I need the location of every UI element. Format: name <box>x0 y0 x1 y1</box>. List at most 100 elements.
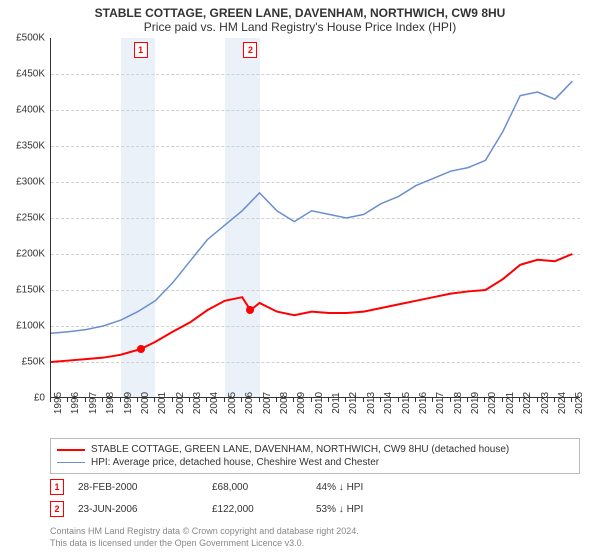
x-tick <box>276 398 277 402</box>
x-tick-label: 2003 <box>192 392 203 414</box>
y-tick-label: £250K <box>0 213 45 224</box>
sale-legend-row-1: 1 28-FEB-2000 £68,000 44% ↓ HPI <box>50 478 600 496</box>
x-tick <box>328 398 329 402</box>
x-tick <box>467 398 468 402</box>
x-tick <box>519 398 520 402</box>
series-hpi <box>51 81 572 333</box>
x-tick-label: 2023 <box>540 392 551 414</box>
chart-subtitle: Price paid vs. HM Land Registry's House … <box>0 20 600 38</box>
legend-swatch <box>57 462 85 463</box>
x-tick <box>484 398 485 402</box>
series-price_paid <box>51 254 572 362</box>
y-tick-label: £200K <box>0 249 45 260</box>
legend-label: STABLE COTTAGE, GREEN LANE, DAVENHAM, NO… <box>91 444 509 455</box>
legend-swatch <box>57 449 85 451</box>
x-tick <box>120 398 121 402</box>
legend-box: STABLE COTTAGE, GREEN LANE, DAVENHAM, NO… <box>50 438 580 474</box>
x-tick <box>432 398 433 402</box>
x-tick <box>189 398 190 402</box>
sale-price: £122,000 <box>212 504 302 515</box>
sale-legend-num: 1 <box>50 479 64 495</box>
sale-marker-1: 1 <box>134 42 148 58</box>
x-tick-label: 2010 <box>314 392 325 414</box>
x-tick-label: 2020 <box>487 392 498 414</box>
x-tick <box>241 398 242 402</box>
x-tick-label: 2001 <box>157 392 168 414</box>
x-tick-label: 2005 <box>227 392 238 414</box>
x-tick-label: 1997 <box>88 392 99 414</box>
sale-legend-row-2: 223-JUN-2006£122,00053% ↓ HPI <box>50 500 600 518</box>
y-tick-label: £150K <box>0 285 45 296</box>
x-tick <box>380 398 381 402</box>
x-tick-label: 2004 <box>209 392 220 414</box>
y-tick-label: £500K <box>0 33 45 44</box>
legend-row-price_paid: STABLE COTTAGE, GREEN LANE, DAVENHAM, NO… <box>57 443 573 456</box>
x-tick <box>67 398 68 402</box>
y-tick-label: £450K <box>0 69 45 80</box>
x-tick-label: 2007 <box>262 392 273 414</box>
x-tick-label: 2024 <box>557 392 568 414</box>
x-tick-label: 2022 <box>522 392 533 414</box>
x-tick <box>206 398 207 402</box>
sale-point-2 <box>246 306 254 314</box>
sale-price: £68,000 <box>212 482 302 493</box>
x-tick-label: 2013 <box>366 392 377 414</box>
footer-line-1: Contains HM Land Registry data © Crown c… <box>50 526 580 538</box>
x-tick-label: 2009 <box>296 392 307 414</box>
x-tick <box>554 398 555 402</box>
y-tick-label: £300K <box>0 177 45 188</box>
sale-pct: 53% ↓ HPI <box>316 504 363 515</box>
x-tick <box>571 398 572 402</box>
x-tick-label: 2008 <box>279 392 290 414</box>
x-tick <box>172 398 173 402</box>
x-tick-label: 2019 <box>470 392 481 414</box>
x-tick-label: 2006 <box>244 392 255 414</box>
x-tick-label: 1999 <box>123 392 134 414</box>
x-tick <box>450 398 451 402</box>
x-tick-label: 2017 <box>435 392 446 414</box>
footer-attribution: Contains HM Land Registry data © Crown c… <box>50 526 580 549</box>
y-tick-label: £350K <box>0 141 45 152</box>
x-tick <box>137 398 138 402</box>
chart-container: STABLE COTTAGE, GREEN LANE, DAVENHAM, NO… <box>0 0 600 560</box>
legend-row-hpi: HPI: Average price, detached house, Ches… <box>57 456 573 469</box>
x-tick <box>398 398 399 402</box>
plot-surface: 12 <box>50 38 580 398</box>
x-tick <box>363 398 364 402</box>
x-tick-label: 2018 <box>453 392 464 414</box>
x-tick <box>154 398 155 402</box>
x-tick-label: 1995 <box>53 392 64 414</box>
x-tick-label: 2015 <box>401 392 412 414</box>
y-tick-label: £0 <box>0 393 45 404</box>
x-tick-label: 2014 <box>383 392 394 414</box>
x-tick-label: 2011 <box>331 392 342 414</box>
x-tick <box>102 398 103 402</box>
x-tick <box>85 398 86 402</box>
x-tick-label: 2002 <box>175 392 186 414</box>
y-tick-label: £100K <box>0 321 45 332</box>
y-tick-label: £50K <box>0 357 45 368</box>
sale-legend-num: 2 <box>50 501 64 517</box>
x-tick-label: 1998 <box>105 392 116 414</box>
sale-date: 28-FEB-2000 <box>78 482 198 493</box>
line-layer <box>51 38 581 398</box>
x-tick <box>415 398 416 402</box>
x-tick <box>224 398 225 402</box>
x-tick <box>293 398 294 402</box>
x-tick-label: 2025 <box>574 392 585 414</box>
x-tick <box>502 398 503 402</box>
x-tick <box>50 398 51 402</box>
chart-title: STABLE COTTAGE, GREEN LANE, DAVENHAM, NO… <box>0 0 600 20</box>
x-tick-label: 2016 <box>418 392 429 414</box>
x-tick-label: 1996 <box>70 392 81 414</box>
plot-area: 12 £0£50K£100K£150K£200K£250K£300K£350K£… <box>50 38 580 398</box>
x-tick <box>537 398 538 402</box>
sale-pct: 44% ↓ HPI <box>316 482 363 493</box>
x-tick <box>345 398 346 402</box>
x-tick-label: 2012 <box>348 392 359 414</box>
x-tick <box>259 398 260 402</box>
legend-label: HPI: Average price, detached house, Ches… <box>91 457 379 468</box>
x-tick <box>311 398 312 402</box>
footer-line-2: This data is licensed under the Open Gov… <box>50 538 580 550</box>
sales-legend: 128-FEB-2000£68,00044% ↓ HPI223-JUN-2006… <box>0 478 600 518</box>
